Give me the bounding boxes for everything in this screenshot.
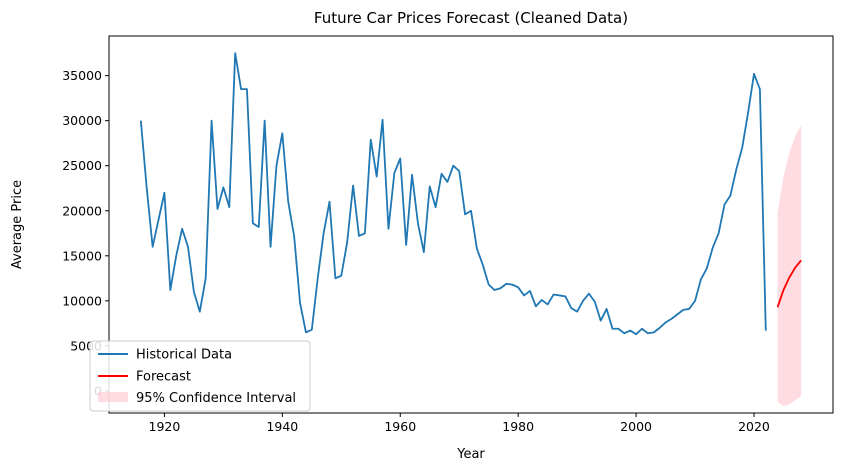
y-tick-label: 10000 xyxy=(62,293,102,308)
x-tick-label: 1980 xyxy=(502,419,534,434)
legend-label-historical: Historical Data xyxy=(136,348,232,363)
y-tick-label: 20000 xyxy=(62,203,102,218)
chart-title: Future Car Prices Forecast (Cleaned Data… xyxy=(314,9,628,27)
x-tick-label: 2000 xyxy=(620,419,652,434)
x-tick-label: 1960 xyxy=(384,419,416,434)
x-axis-title: Year xyxy=(456,447,485,462)
legend-box xyxy=(89,340,311,412)
y-tick-label: 35000 xyxy=(62,68,102,83)
legend: Historical Data Forecast 95% Confidence … xyxy=(89,340,311,412)
y-tick-label: 30000 xyxy=(62,113,102,128)
legend-label-forecast: Forecast xyxy=(136,370,191,385)
plot-frame xyxy=(108,35,834,414)
x-tick-label: 2020 xyxy=(738,419,770,434)
x-tick-label: 1940 xyxy=(266,419,298,434)
x-tick-label: 1920 xyxy=(149,419,181,434)
y-axis-title: Average Price xyxy=(10,180,25,269)
series-line-1 xyxy=(776,259,802,308)
y-tick-label: 15000 xyxy=(62,248,102,263)
x-axis: 1920 1940 1960 1980 2000 2020 xyxy=(149,413,770,434)
legend-swatch-confidence xyxy=(98,392,128,402)
series-line-layer xyxy=(139,52,802,336)
y-tick-label: 25000 xyxy=(62,158,102,173)
series-line-0 xyxy=(139,52,767,336)
confidence-band xyxy=(777,125,802,407)
legend-label-confidence: 95% Confidence Interval xyxy=(136,391,296,406)
confidence-band-layer xyxy=(777,125,802,407)
